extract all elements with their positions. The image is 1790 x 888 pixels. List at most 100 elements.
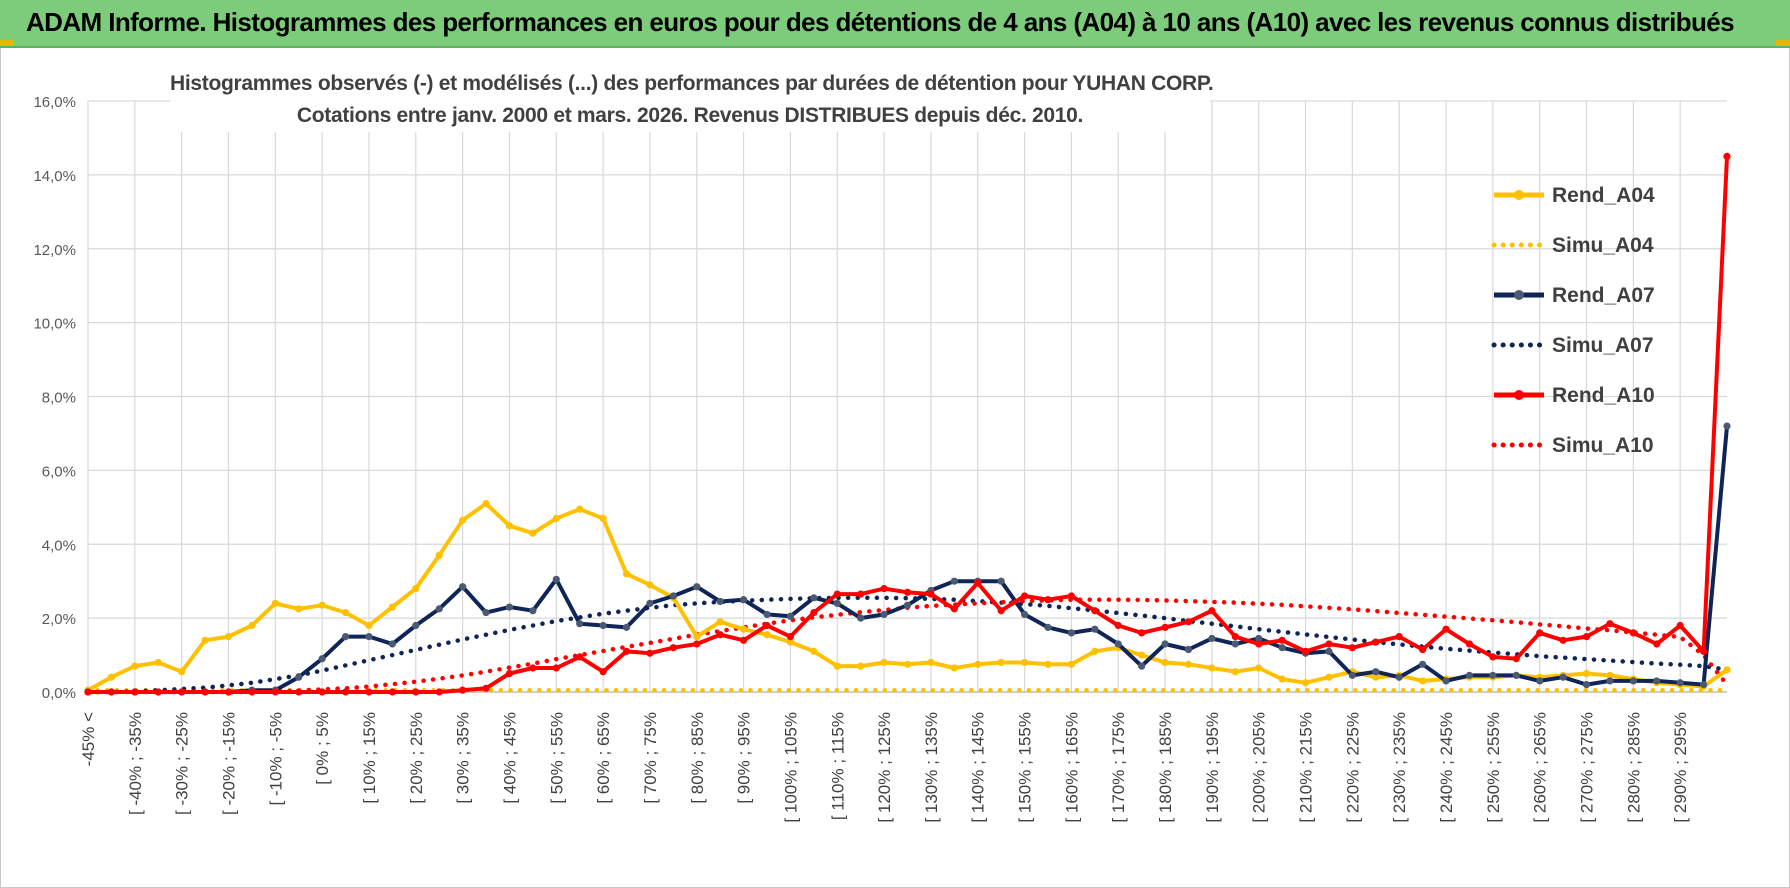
x-tick-label: [ 130% ; 135% [922,712,941,823]
data-point [786,612,795,620]
data-point [1348,644,1356,652]
data-point [1653,640,1661,648]
data-point [1325,640,1333,648]
data-point [1255,664,1263,672]
data-point [622,647,631,655]
data-point [412,584,420,593]
data-point [1442,625,1450,633]
data-point [459,686,467,694]
data-point [1653,677,1661,685]
data-point [1114,621,1122,630]
x-tick-label: [ 250% ; 255% [1484,712,1503,823]
data-point [1582,632,1591,641]
x-tick-label: [ 90% ; 95% [735,712,754,804]
data-point [950,577,958,585]
x-tick-label: [ 80% ; 85% [688,712,707,804]
data-point [201,688,209,696]
data-point [1020,592,1029,600]
data-point [1114,640,1122,648]
x-tick-label: [ -20% ; -15% [219,712,238,815]
banner-corner-right [1776,40,1790,46]
series-rend-a10 [84,152,1731,696]
x-tick-label: [ 100% ; 105% [781,712,800,823]
legend-label: Simu_A07 [1552,334,1654,357]
data-point [880,610,888,619]
data-point [1091,625,1099,633]
data-point [1512,671,1520,679]
data-point [1325,673,1333,681]
data-point [271,599,279,607]
banner-corner-left [0,40,14,46]
data-point [412,621,420,630]
data-point [763,610,771,619]
data-point [1465,671,1474,679]
data-point [599,514,607,522]
data-point [1231,668,1239,676]
data-point [1044,660,1052,668]
data-point [107,673,116,681]
data-point [271,688,279,696]
data-point [1372,668,1380,676]
data-point [1067,629,1075,637]
data-point [365,621,373,630]
data-point [107,688,116,696]
y-tick-label: 0,0% [42,685,76,702]
x-tick-label: [ 170% ; 175% [1109,712,1128,823]
data-point [388,603,396,611]
data-point [178,668,186,676]
x-tick-label: [ 150% ; 155% [1016,712,1035,823]
x-tick-label: [ 160% ; 165% [1062,712,1081,823]
data-point [178,688,186,696]
data-point [1138,651,1146,659]
data-point [833,599,841,607]
data-point [1184,660,1193,668]
data-point [1161,623,1169,631]
legend-label: Simu_A10 [1552,434,1654,457]
data-point [318,655,326,663]
data-point [1629,629,1637,637]
data-point [1676,621,1684,630]
data-point [1278,636,1286,644]
chart-title-line-1: Histogrammes observés (-) et modélisés (… [170,72,1214,95]
x-tick-label: [ 190% ; 195% [1203,712,1222,823]
data-point [810,647,818,655]
data-point [693,632,701,641]
data-point [1723,666,1731,674]
x-tick-label: [ 20% ; 25% [407,712,426,804]
data-point [646,599,654,607]
data-point [1231,640,1239,648]
data-point [1348,671,1356,679]
series-line [88,156,1729,694]
legend-label: Rend_A07 [1552,284,1655,307]
data-point [1582,681,1591,689]
y-tick-label: 4,0% [42,537,76,554]
x-tick-label: [ -30% ; -25% [173,712,192,815]
data-point [1184,618,1193,626]
data-point [1559,673,1567,681]
data-point [1723,422,1731,430]
data-point [131,688,139,696]
y-tick-label: 16,0% [33,94,76,111]
data-point [1301,647,1310,655]
data-point [482,500,490,508]
data-point [295,605,303,613]
data-point [318,601,326,609]
data-point [529,664,537,672]
y-tick-label: 2,0% [42,611,76,628]
data-point [576,620,584,628]
data-point [833,590,841,598]
x-axis-ticks: -45% < [ -40% ; -35% [ -30% ; -25% [ -20% ;… [79,712,1690,823]
data-point [950,605,958,613]
x-tick-label: [ -40% ; -35% [126,712,145,815]
data-point [716,597,724,606]
legend-swatch-rend-a10 [1494,390,1544,400]
data-point [974,579,982,587]
data-point [903,588,912,596]
x-tick-label: [ 260% ; 265% [1531,712,1550,823]
data-point [1067,660,1075,668]
data-point [505,603,514,611]
data-point [880,584,888,593]
legend-label: Rend_A04 [1552,184,1655,207]
series-simu-a07 [85,595,1730,695]
